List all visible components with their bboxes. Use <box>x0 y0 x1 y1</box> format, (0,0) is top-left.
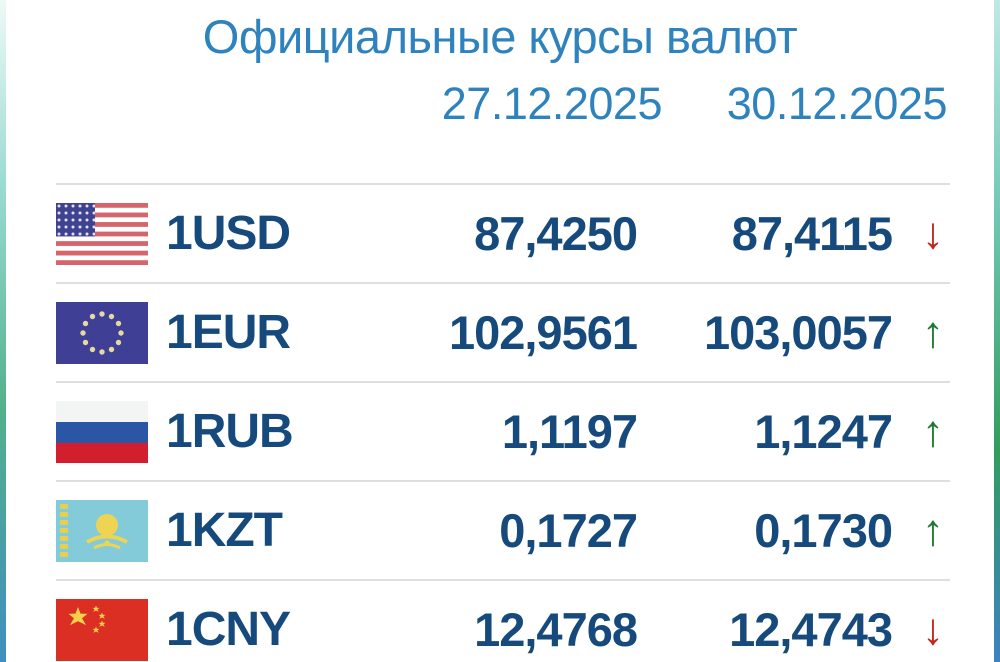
table-row-rub: 1RUB 1,1197 1,1247 ↑ <box>56 381 950 480</box>
table-row-usd: 1USD 87,4250 87,4115 ↓ <box>56 183 950 282</box>
trend-up-arrow-icon: ↑ <box>922 505 944 555</box>
rate-previous: 12,4768 <box>474 603 638 656</box>
rate-previous: 87,4250 <box>474 207 638 260</box>
trend-up-arrow-icon: ↑ <box>922 307 944 357</box>
us-flag-icon <box>56 202 148 265</box>
trend-up-arrow-icon: ↑ <box>922 406 944 456</box>
rate-current: 1,1247 <box>754 405 893 458</box>
currency-code: 1CNY <box>166 603 291 656</box>
currency-code: 1KZT <box>166 504 283 557</box>
currency-code: 1RUB <box>166 405 294 458</box>
table-row-cny: 1CNY 12,4768 12,4743 ↓ <box>56 579 950 662</box>
date-column-current: 30.12.2025 <box>726 78 948 129</box>
rate-previous: 1,1197 <box>501 405 638 458</box>
rate-current: 0,1730 <box>754 504 893 557</box>
trend-down-arrow-icon: ↓ <box>922 208 944 258</box>
page-title: Официальные курсы валют <box>202 10 798 63</box>
table-row-eur: 1EUR 102,9561 103,0057 ↑ <box>56 282 950 381</box>
rate-current: 87,4115 <box>731 207 893 260</box>
rates-card: Официальные курсы валют 27.12.2025 30.12… <box>6 0 994 662</box>
eu-flag-icon <box>56 301 148 364</box>
trend-down-arrow-icon: ↓ <box>922 604 944 654</box>
rate-previous: 0,1727 <box>499 504 638 557</box>
currency-code: 1USD <box>166 207 291 260</box>
date-header-row: 27.12.2025 30.12.2025 <box>6 66 994 130</box>
currency-code: 1EUR <box>166 306 291 359</box>
table-row-kzt: 1KZT 0,1727 0,1730 ↑ <box>56 480 950 579</box>
rate-current: 103,0057 <box>703 306 893 359</box>
kz-flag-icon <box>56 499 148 562</box>
rate-current: 12,4743 <box>729 603 893 656</box>
rate-previous: 102,9561 <box>448 306 638 359</box>
date-column-previous: 27.12.2025 <box>441 78 663 129</box>
ru-flag-icon <box>56 400 148 463</box>
rates-table: 1USD 87,4250 87,4115 ↓ <box>6 183 994 662</box>
cn-flag-icon <box>56 598 148 661</box>
